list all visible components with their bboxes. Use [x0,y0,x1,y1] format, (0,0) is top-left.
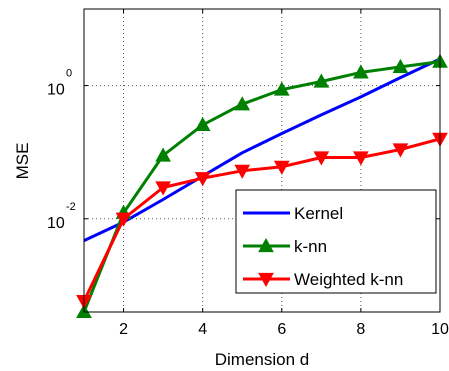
x-tick-label: 10 [431,321,449,338]
y-tick-label-base: 10 [47,82,65,99]
series-marker [155,181,171,196]
series-marker [313,151,330,166]
series-marker [353,64,369,79]
series-marker [258,237,274,253]
series-marker [313,73,330,88]
series-marker [273,160,290,175]
series-line [83,57,441,242]
y-axis-label: MSE [13,143,32,180]
y-tick-label-exponent: -2 [66,201,76,213]
legend: Kernel k-nn Weighted k-nn [235,189,437,294]
legend-item: Weighted k-nn [243,270,403,289]
plot-frame [83,8,441,313]
legend-item: Kernel [243,204,343,223]
x-tick-label: 4 [198,321,207,338]
legend-item: k-nn [243,237,327,256]
series-marker [194,172,211,187]
x-tick-label: 8 [356,321,365,338]
series-marker [258,272,274,288]
series-marker [234,96,251,111]
series-marker [392,58,409,73]
x-tick-label: 6 [277,321,286,338]
series-kernel [83,57,441,242]
series-line [82,60,441,313]
y-tick-label-base: 10 [47,215,65,232]
series-marker [194,116,211,131]
series-line [82,137,441,302]
series-k-nn [76,53,448,318]
y-tick-label-exponent: 0 [66,68,72,80]
series-marker [234,164,251,179]
series-marker [115,212,132,227]
legend-label: Weighted k-nn [294,270,403,289]
series-layer [76,53,448,318]
x-tick-label: 2 [119,321,128,338]
series-marker [273,81,290,96]
series-marker [155,147,171,162]
series-marker [392,143,409,158]
legend-label: Kernel [294,204,343,223]
series-marker [353,151,369,166]
x-axis-label: Dimension d [215,350,310,369]
legend-label: k-nn [294,237,327,256]
